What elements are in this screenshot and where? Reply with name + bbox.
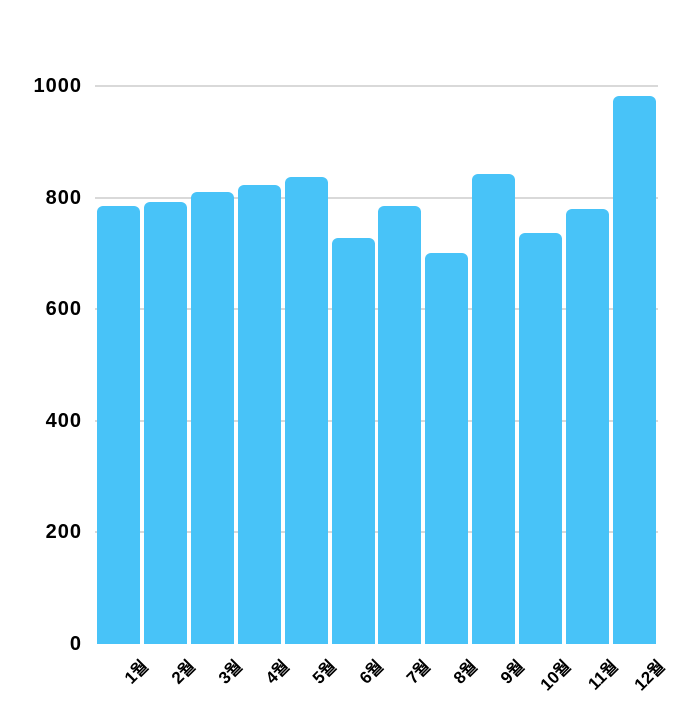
bar-4월 bbox=[237, 185, 281, 644]
x-tick-label-7월: 7월 bbox=[402, 656, 434, 688]
bar-1월 bbox=[96, 206, 140, 644]
bar-3월 bbox=[190, 192, 234, 644]
x-tick-label-10월: 10월 bbox=[536, 656, 575, 695]
y-tick-label-400: 400 bbox=[45, 409, 82, 432]
gridline-400 bbox=[95, 419, 658, 422]
x-tick-label-5월: 5월 bbox=[308, 656, 341, 688]
x-tick-label-11월: 11월 bbox=[584, 656, 622, 694]
gridline-1000 bbox=[95, 85, 658, 87]
gridline-200 bbox=[95, 531, 658, 534]
y-tick-label-600: 600 bbox=[45, 298, 82, 321]
x-tick-label-9월: 9월 bbox=[496, 656, 528, 688]
bar-6월 bbox=[331, 238, 375, 644]
plot-area bbox=[95, 85, 658, 644]
x-tick-label-1월: 1월 bbox=[121, 656, 153, 688]
bar-10월 bbox=[519, 233, 563, 644]
x-tick-label-4월: 4월 bbox=[261, 656, 294, 688]
bar-2월 bbox=[143, 202, 187, 644]
bar-8월 bbox=[425, 253, 469, 644]
bar-9월 bbox=[472, 174, 516, 644]
x-tick-label-6월: 6월 bbox=[355, 656, 388, 688]
y-tick-label-1000: 1000 bbox=[33, 75, 82, 97]
bar-5월 bbox=[284, 177, 328, 644]
y-tick-label-200: 200 bbox=[45, 521, 82, 544]
y-tick-label-800: 800 bbox=[45, 186, 82, 209]
gridline-800 bbox=[95, 196, 658, 199]
bar-11월 bbox=[566, 209, 610, 644]
bar-7월 bbox=[378, 206, 422, 644]
x-tick-label-3월: 3월 bbox=[215, 656, 247, 688]
x-tick-label-12월: 12월 bbox=[630, 656, 669, 695]
x-tick-label-8월: 8월 bbox=[449, 656, 481, 688]
gridline-600 bbox=[95, 308, 658, 311]
bar-12월 bbox=[613, 96, 657, 644]
x-tick-label-2월: 2월 bbox=[168, 656, 200, 688]
y-tick-label-0: 0 bbox=[69, 633, 82, 655]
